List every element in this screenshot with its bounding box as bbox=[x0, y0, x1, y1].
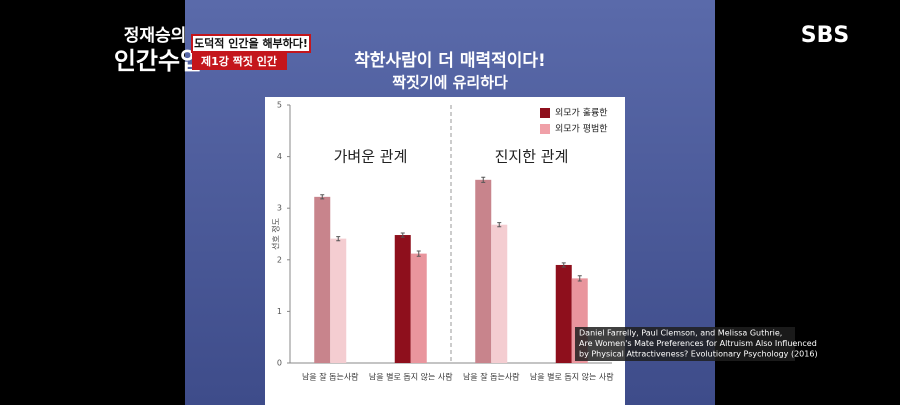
y-axis-label: 선호 정도 bbox=[271, 218, 281, 250]
citation-box bbox=[575, 327, 795, 361]
error-bar bbox=[400, 232, 405, 238]
citation: Daniel Farrelly, Paul Clemson, and Melis… bbox=[579, 329, 818, 359]
y-tick-label: 5 bbox=[277, 101, 282, 110]
slide-title: 착한사람이 더 매력적이다! bbox=[354, 50, 546, 71]
citation-line: Are Women's Mate Preferences for Altruis… bbox=[579, 339, 817, 348]
x-tick-label: 남을 별로 돕지 않는 사람 bbox=[369, 372, 453, 382]
bar bbox=[314, 196, 331, 363]
y-tick-label: 0 bbox=[277, 359, 282, 368]
bar bbox=[394, 235, 411, 363]
bar bbox=[491, 224, 508, 363]
slide-subtitle: 짝짓기에 유리하다 bbox=[392, 74, 508, 92]
episode-box bbox=[192, 53, 287, 70]
bar bbox=[475, 179, 492, 363]
x-tick-label: 남을 잘 돕는사람 bbox=[463, 373, 520, 382]
legend-swatch bbox=[540, 124, 550, 134]
legend-swatch bbox=[540, 108, 550, 118]
x-tick-label: 남을 별로 돕지 않는 사람 bbox=[530, 372, 614, 382]
error-bar bbox=[577, 275, 582, 282]
citation-line: by Physical Attractiveness? Evolutionary… bbox=[579, 350, 818, 359]
error-bar bbox=[336, 236, 341, 242]
y-tick-label: 2 bbox=[277, 255, 282, 264]
show-title-2: 인간수업 bbox=[114, 47, 202, 75]
error-bar bbox=[481, 176, 486, 183]
bar bbox=[410, 253, 427, 363]
show-title-1: 정재승의 bbox=[124, 26, 187, 46]
y-tick-label: 4 bbox=[277, 152, 282, 161]
bar bbox=[330, 238, 347, 363]
error-bar bbox=[320, 194, 325, 200]
error-bar bbox=[416, 250, 421, 257]
episode-tagline: 도덕적 인간을 해부하다! bbox=[194, 36, 308, 50]
x-tick-label: 남을 잘 돕는사람 bbox=[302, 373, 359, 382]
legend-label: 외모가 평범한 bbox=[555, 123, 608, 135]
error-bar bbox=[561, 262, 566, 268]
y-tick-label: 3 bbox=[277, 204, 282, 213]
legend-label: 외모가 훌륭한 bbox=[555, 107, 608, 119]
y-tick-label: 1 bbox=[277, 307, 282, 316]
citation-line: Daniel Farrelly, Paul Clemson, and Melis… bbox=[579, 329, 782, 338]
channel-logo: SBS bbox=[801, 23, 849, 48]
tagline-box bbox=[191, 34, 311, 53]
facet-title: 진지한 관계 bbox=[495, 148, 569, 166]
error-bar bbox=[497, 222, 502, 228]
facet-title: 가벼운 관계 bbox=[334, 148, 408, 166]
episode-title: 제1강 짝짓 인간 bbox=[201, 54, 277, 68]
bar bbox=[555, 264, 572, 363]
